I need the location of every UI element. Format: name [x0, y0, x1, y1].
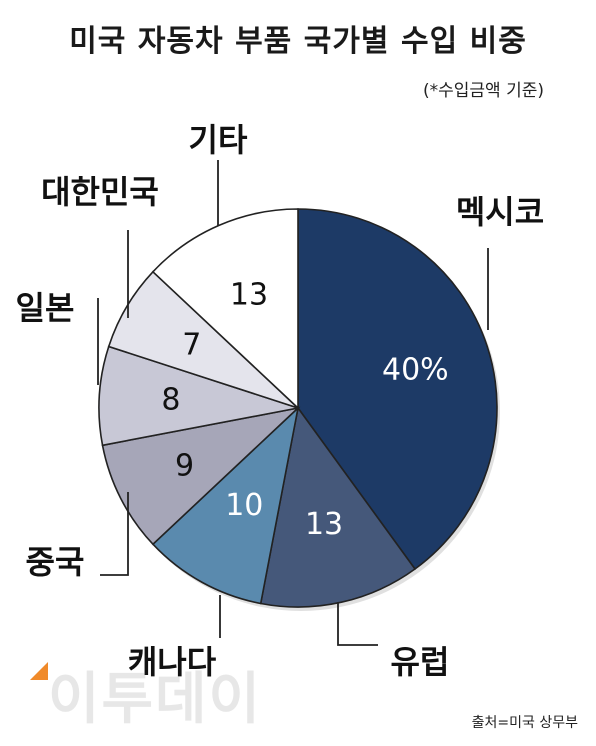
- source-note: 출처=미국 상무부: [471, 715, 578, 731]
- slice-category-label: 중국: [26, 543, 85, 581]
- leader-line: [100, 492, 129, 576]
- slice-category-label: 기타: [189, 121, 248, 159]
- slice-category-label: 캐나다: [128, 643, 217, 681]
- slice-value-label: 13: [305, 507, 343, 542]
- slice-value-label: 40%: [382, 352, 449, 387]
- pie-slice-0: [297, 208, 498, 571]
- pie-slice-4: [98, 345, 299, 447]
- chart-title: 미국 자동차 부품 국가별 수입 비중: [69, 24, 527, 59]
- chart-subtitle: (*수입금액 기준): [422, 81, 544, 101]
- slice-category-label: 멕시코: [456, 193, 544, 231]
- slice-category-label: 유럽: [391, 643, 450, 681]
- pie-slice-6: [151, 208, 299, 410]
- pie-slice-1: [259, 406, 417, 608]
- slice-value-label: 13: [230, 277, 268, 312]
- slice-value-label: 10: [225, 488, 263, 523]
- slice-value-label: 8: [161, 383, 180, 418]
- pie-slice-2: [151, 405, 300, 605]
- slice-category-label: 대한민국: [41, 173, 159, 211]
- slice-value-label: 7: [182, 328, 201, 363]
- slice-value-label: 9: [175, 448, 194, 483]
- pie-slice-3: [101, 406, 301, 546]
- slice-category-label: 일본: [16, 289, 75, 327]
- leader-line: [337, 602, 378, 646]
- watermark: 이투데이: [48, 667, 263, 732]
